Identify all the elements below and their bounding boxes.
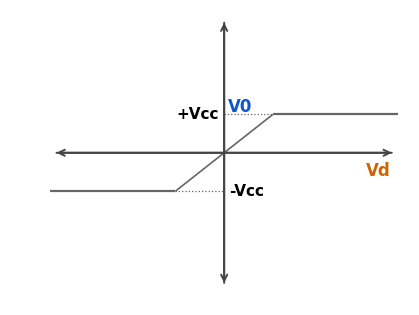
Text: Vd: Vd <box>366 162 391 180</box>
Text: -Vcc: -Vcc <box>229 184 264 199</box>
Text: V0: V0 <box>228 98 252 116</box>
Text: +Vcc: +Vcc <box>176 107 219 122</box>
